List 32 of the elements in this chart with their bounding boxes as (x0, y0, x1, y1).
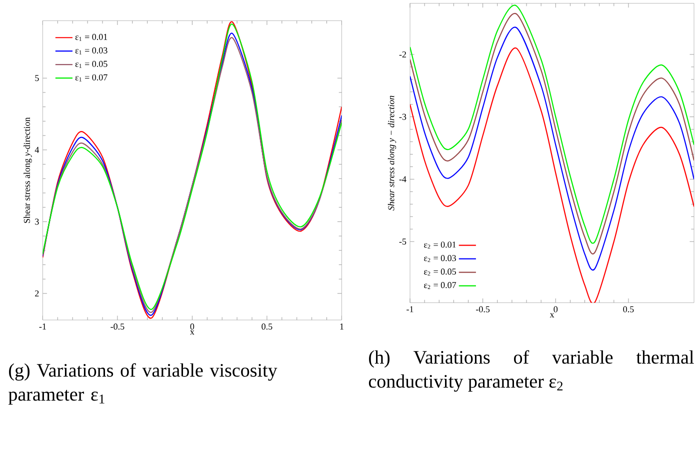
x-tick-label: -1 (406, 306, 414, 312)
x-tick-label: 0 (190, 324, 194, 330)
x-tick-label: 0 (554, 306, 558, 312)
x-tick-label: -0.5 (476, 306, 490, 312)
text: (g) Variations of variable viscosity parameter ε$_{1}$ (8, 363, 278, 405)
y-axis-title: Shear stress along y-direction (24, 117, 32, 223)
x-tick-label: 0.5 (623, 306, 634, 312)
legend-label: ε$_{1}$ = 0.03 (75, 47, 108, 54)
legend-label: ε$_{2}$ = 0.01 (424, 242, 456, 249)
legend-label: ε$_{2}$ = 0.03 (424, 255, 456, 262)
y-tick-label: -2 (399, 51, 406, 58)
y-tick-label: 3 (35, 218, 39, 225)
x-tick-label: 0.5 (262, 324, 272, 330)
legend-label: ε$_{1}$ = 0.07 (75, 74, 108, 82)
x-axis-title: x (550, 313, 554, 318)
legend-label: ε$_{1}$ = 0.01 (75, 34, 108, 41)
y-tick-label: 2 (35, 290, 39, 296)
text: (h) Variations of variable thermal conductivity parameter ε$_{2}$ (368, 350, 694, 392)
y-tick-label: -5 (399, 238, 406, 245)
legend-label: ε$_{1}$ = 0.05 (75, 60, 108, 68)
x-tick-label: -0.5 (110, 324, 124, 330)
y-tick-label: 5 (35, 75, 39, 82)
x-axis-title: x (190, 330, 194, 335)
y-tick-label: -3 (399, 114, 406, 120)
y-tick-label: 4 (34, 146, 40, 153)
x-tick-label: 1 (340, 324, 344, 330)
legend-label: ε$_{2}$ = 0.07 (424, 282, 456, 290)
line-series (410, 48, 694, 303)
x-tick-label: -1 (39, 324, 46, 330)
y-axis-title: Shear stress along y − direction (388, 96, 396, 210)
legend-label: ε$_{2}$ = 0.05 (424, 268, 456, 276)
y-tick-label: -4 (399, 176, 406, 182)
